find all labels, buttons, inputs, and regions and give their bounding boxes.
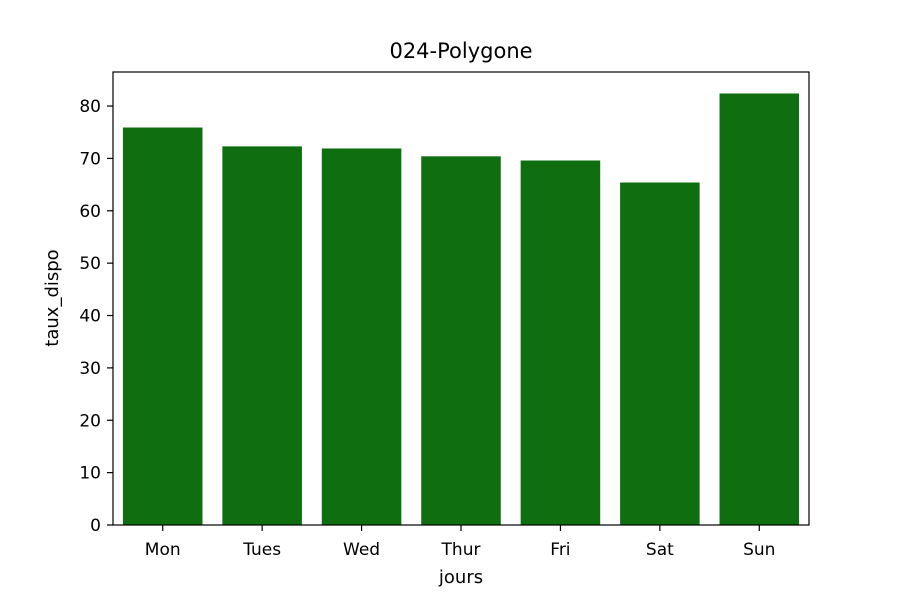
x-tick-label: Fri: [550, 540, 570, 560]
bar-sun: [719, 93, 800, 525]
y-axis-label: taux_dispo: [42, 249, 63, 346]
x-axis-label: jours: [438, 567, 483, 588]
y-tick-label: 60: [79, 202, 101, 222]
y-tick-label: 80: [79, 97, 101, 117]
bar-thur: [421, 156, 501, 525]
bar-fri: [520, 160, 601, 526]
y-tick-label: 40: [79, 307, 101, 327]
chart-title: 024-Polygone: [389, 39, 532, 63]
x-axis-ticks: Mon Tues Wed Thur Fri Sat Sun: [145, 525, 775, 560]
x-tick-label: Sun: [743, 540, 775, 560]
x-tick-label: Thur: [441, 540, 481, 560]
y-tick-label: 70: [79, 149, 101, 169]
bar-mon: [122, 127, 203, 525]
y-tick-label: 20: [79, 411, 101, 431]
bar-tues: [222, 146, 302, 526]
x-tick-label: Wed: [343, 540, 380, 560]
y-tick-label: 10: [79, 464, 101, 484]
plot-frame: [112, 71, 810, 526]
bar-sat: [620, 182, 700, 525]
bars-group: [122, 93, 800, 526]
bar-wed: [321, 148, 402, 525]
y-axis-ticks: 0 10 20 30 40 50 60 70 80: [79, 97, 113, 536]
x-tick-label: Mon: [145, 540, 181, 560]
x-tick-label: Tues: [242, 540, 281, 560]
y-tick-label: 30: [79, 359, 101, 379]
y-tick-label: 0: [90, 516, 101, 536]
x-tick-label: Sat: [646, 540, 674, 560]
y-tick-label: 50: [79, 254, 101, 274]
